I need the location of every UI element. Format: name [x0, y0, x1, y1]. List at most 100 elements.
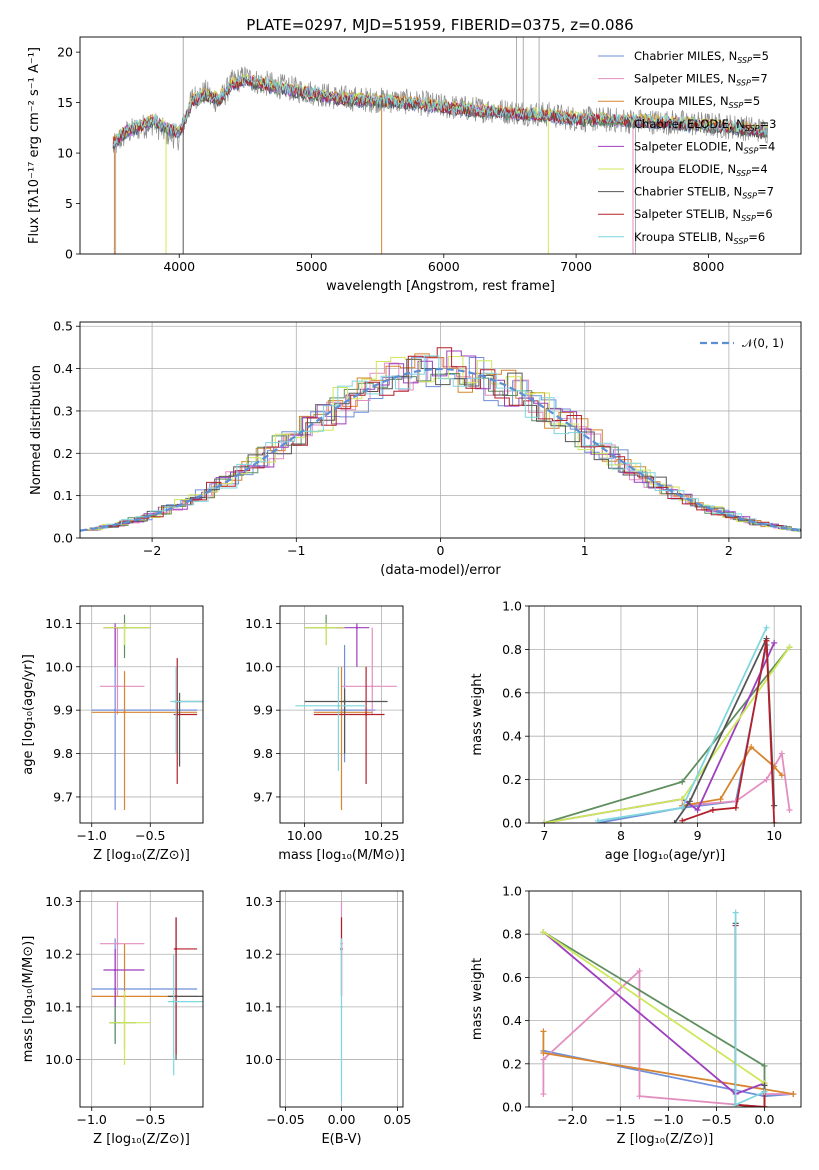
- weight-marker: [540, 1050, 547, 1056]
- axes-frame: [279, 605, 404, 824]
- y-tick-label: 10.1: [245, 999, 273, 1014]
- weight-marker: [541, 820, 548, 823]
- axes-frame: [528, 890, 802, 1108]
- weight-marker: [748, 744, 755, 751]
- x-axis-label: (data-model)/error: [380, 563, 501, 578]
- weight-marker: [761, 1062, 768, 1069]
- y-tick-label: 0.4: [502, 729, 522, 744]
- x-tick-label: 0.0: [755, 1112, 775, 1127]
- weight-marker: [679, 796, 686, 803]
- y-tick-label: 1.0: [502, 599, 522, 614]
- weight-marker: [786, 806, 793, 813]
- x-axis-label: mass [log₁₀(M/M⊙)]: [278, 848, 405, 863]
- x-tick-label: 10.00: [287, 828, 323, 843]
- data-point: [340, 711, 343, 714]
- x-axis-label: Z [log₁₀(Z/Z⊙)]: [93, 848, 190, 863]
- legend-label: Chabrier ELODIE, NSSP=3: [634, 117, 776, 133]
- plot-area: [80, 347, 801, 533]
- y-tick-label: 9.8: [253, 746, 273, 761]
- legend-label: Chabrier STELIB, NSSP=7: [634, 185, 774, 201]
- x-tick-label: 7000: [560, 259, 592, 274]
- data-point: [113, 708, 117, 712]
- axes-frame: [79, 605, 204, 824]
- weight-marker: [686, 798, 693, 805]
- y-axis-label: mass weight: [470, 958, 485, 1040]
- axes-frame: [279, 890, 404, 1108]
- x-axis-label: age [log₁₀(age/yr)]: [605, 848, 726, 863]
- data-point: [116, 685, 119, 688]
- y-tick-label: 20: [57, 45, 73, 60]
- x-tick-label: 0.00: [328, 1112, 356, 1127]
- y-tick-label: 0.0: [502, 816, 522, 831]
- axes-mass-weight-vs-Z: −2.0 −1.5 −1.0 −0.5 0.0 0.0 0.2 0.4 0.6 0.8 1.0 Z […: [470, 884, 802, 1147]
- y-tick-label: 0.1: [53, 488, 73, 503]
- plot-area: [91, 901, 203, 1076]
- weight-marker: [732, 909, 739, 916]
- y-tick-label: 10.2: [245, 947, 273, 962]
- y-tick-label: 10.1: [45, 616, 73, 631]
- weight-marker: [679, 778, 686, 785]
- y-tick-label: 5: [65, 196, 73, 211]
- data-point: [355, 626, 359, 629]
- y-tick-label: 10.0: [45, 1052, 73, 1067]
- y-tick-label: 0.8: [502, 927, 522, 942]
- y-tick-label: 0.3: [53, 403, 73, 418]
- data-point: [113, 968, 117, 972]
- model-line-kroupa-elodie: [112, 73, 768, 145]
- x-tick-label: 9: [694, 828, 702, 843]
- data-point: [116, 942, 119, 945]
- weight-line-chabrier-elodie: [544, 646, 791, 823]
- data-point: [340, 1005, 343, 1009]
- data-point: [174, 947, 178, 951]
- weight-marker: [763, 637, 770, 644]
- weight-marker: [636, 967, 643, 974]
- y-axis-label: mass weight: [470, 673, 485, 755]
- legend-label: Kroupa STELIB, NSSP=6: [634, 230, 765, 246]
- x-tick-label: 1: [581, 543, 589, 558]
- model-line-kroupa-miles: [112, 74, 768, 145]
- weight-marker: [778, 772, 785, 779]
- legend-label: 𝒩(0, 1): [742, 336, 784, 350]
- weight-marker: [771, 639, 778, 646]
- legend-label: Kroupa MILES, NSSP=5: [634, 94, 760, 110]
- data-point: [364, 713, 368, 716]
- legend-label: Salpeter MILES, NSSP=7: [634, 72, 768, 88]
- y-tick-label: 9.8: [53, 746, 73, 761]
- x-tick-label: −1.0: [653, 1112, 683, 1127]
- x-tick-label: 0: [437, 543, 445, 558]
- y-tick-label: 15: [57, 95, 73, 110]
- gaussian-curve: [80, 367, 801, 532]
- y-tick-label: 1.0: [502, 884, 522, 899]
- x-tick-label: −1.0: [77, 828, 107, 843]
- legend-label: Chabrier MILES, NSSP=5: [634, 49, 769, 65]
- y-tick-label: 0.0: [53, 531, 73, 546]
- y-axis-label: age [log₁₀(age/yr)]: [21, 654, 36, 775]
- y-tick-label: 0.4: [53, 361, 73, 376]
- x-tick-label: −1.5: [605, 1112, 635, 1127]
- weight-marker: [790, 1091, 797, 1098]
- x-tick-label: −1.0: [77, 1112, 107, 1127]
- y-axis-label: Flux [fλ10⁻¹⁷ erg cm⁻² s⁻¹ A⁻¹]: [27, 47, 42, 244]
- weight-marker: [761, 1104, 768, 1107]
- x-tick-label: 0.05: [383, 1112, 411, 1127]
- weight-line-kroupa-stelib: [597, 627, 768, 822]
- y-tick-label: 10.0: [45, 659, 73, 674]
- weight-marker: [761, 1088, 768, 1095]
- model-line-chabrier-miles: [112, 76, 768, 149]
- weight-marker: [540, 929, 547, 936]
- weight-marker: [763, 776, 770, 783]
- y-tick-label: 0.0: [502, 1100, 522, 1115]
- y-tick-label: 0: [65, 247, 73, 262]
- axes-spectrum: 4000 5000 6000 7000 8000 0 5 10 15 20 wavelength […: [27, 36, 802, 294]
- y-tick-label: 9.7: [53, 789, 73, 804]
- weight-line-kroupa-elodie: [542, 931, 766, 1084]
- plot-area: [295, 614, 397, 810]
- y-tick-label: 10: [57, 146, 73, 161]
- x-tick-label: 10.25: [364, 828, 400, 843]
- axes-age-vs-mass: 10.00 10.25 9.7 9.8 9.9 10.0 10.1 mass [log₁₀(M…: [245, 605, 405, 863]
- x-tick-label: 5000: [296, 259, 328, 274]
- weight-line-kroupa-stelib: [734, 912, 765, 1107]
- legend-spectrum: Chabrier MILES, NSSP=5 Salpeter MILES, NS…: [598, 49, 776, 246]
